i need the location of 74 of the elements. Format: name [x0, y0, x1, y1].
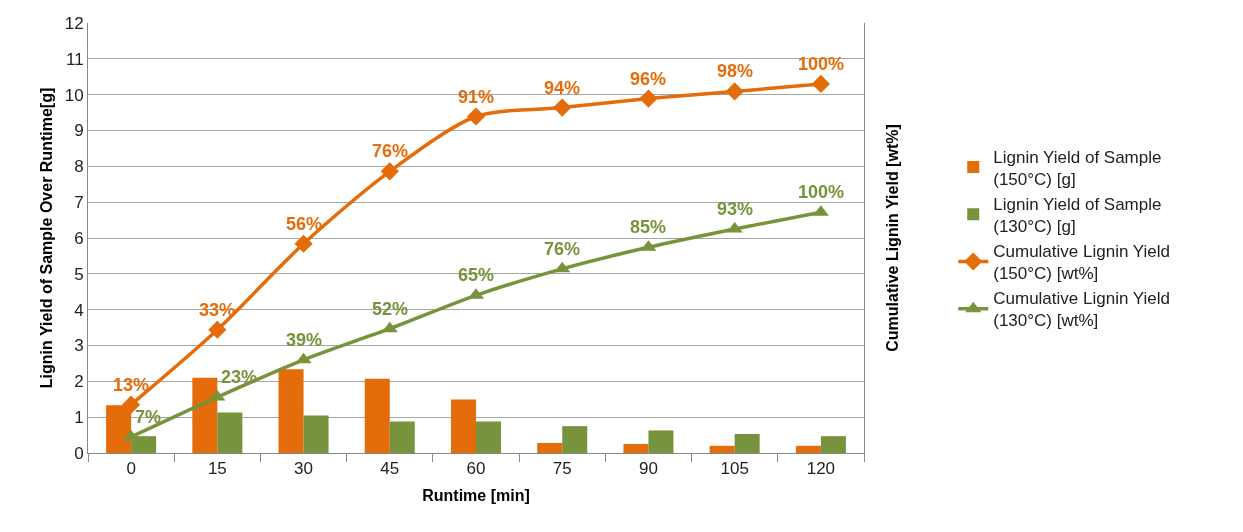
- annotation: 91%: [458, 87, 495, 107]
- annotation: 52%: [372, 299, 409, 319]
- y-tick-label: 3: [74, 336, 84, 356]
- annotation: 13%: [113, 375, 150, 395]
- point: [294, 234, 313, 253]
- bar: [451, 399, 476, 453]
- point: [208, 320, 227, 339]
- x-tick-label: 60: [466, 459, 486, 479]
- annotation: 33%: [199, 300, 236, 320]
- bar: [562, 426, 588, 453]
- point: [639, 89, 658, 108]
- x-tick-label: 45: [380, 459, 400, 479]
- annotation: 65%: [458, 265, 495, 285]
- point: [380, 162, 399, 181]
- annotation: 56%: [286, 214, 323, 234]
- y2-axis-title: Cumulative Lignin Yield [wt%]: [883, 124, 901, 352]
- bar: [820, 436, 846, 453]
- annotation: 100%: [798, 54, 845, 74]
- legend-label: Lignin Yield of Sample (130°C) [g]: [993, 194, 1162, 236]
- y-tick-label: 5: [74, 264, 84, 284]
- bar: [537, 442, 563, 453]
- y-tick-label: 9: [74, 121, 84, 141]
- y-tick-label: 12: [64, 13, 84, 33]
- legend-label: Cumulative Lignin Yield (130°C) [wt%]: [993, 289, 1170, 331]
- y-tick-label: 7: [74, 193, 84, 213]
- point: [553, 98, 572, 117]
- point: [466, 107, 486, 126]
- y-tick-label: 1: [74, 408, 84, 428]
- annotation: 76%: [544, 239, 581, 259]
- bar: [709, 445, 735, 453]
- bar: [389, 421, 415, 453]
- annotation: 93%: [717, 199, 754, 219]
- bar: [623, 444, 649, 453]
- x-axis-title: Runtime [min]: [422, 487, 530, 505]
- annotation: 100%: [798, 182, 845, 202]
- annotation: 98%: [717, 61, 754, 81]
- x-tick-label: 0: [126, 459, 136, 479]
- bar: [795, 445, 821, 453]
- point: [554, 261, 571, 273]
- bar: [476, 421, 501, 453]
- point: [725, 82, 744, 101]
- y-tick-label: 8: [74, 157, 84, 177]
- x-tick-label: 30: [294, 459, 314, 479]
- x-tick-label: 75: [552, 459, 572, 479]
- bar: [734, 434, 760, 453]
- bar: [217, 412, 243, 453]
- annotation: 85%: [630, 217, 667, 237]
- point: [295, 352, 312, 364]
- legend-label: Lignin Yield of Sample (150°C) [g]: [993, 147, 1162, 189]
- annotation: 94%: [544, 78, 581, 98]
- y-tick-label: 0: [74, 443, 84, 463]
- bar: [303, 415, 329, 453]
- bar: [364, 378, 390, 453]
- y-tick-label: 11: [65, 49, 84, 69]
- x-tick-label: 105: [720, 459, 749, 479]
- y-tick-label: 4: [74, 300, 84, 320]
- bar: [192, 377, 218, 453]
- y-tick-label: 2: [74, 372, 84, 392]
- bar: [648, 430, 674, 453]
- annotation: 96%: [630, 69, 667, 89]
- annotation: 7%: [135, 407, 162, 427]
- x-tick-label: 90: [638, 459, 658, 479]
- y-tick-label: 10: [64, 85, 84, 105]
- x-tick-label: 15: [207, 459, 227, 479]
- x-tick-label: 120: [806, 459, 836, 479]
- bar: [278, 369, 304, 453]
- annotation: 39%: [286, 330, 323, 350]
- annotation: 76%: [372, 141, 409, 161]
- y-axis-title: Lignin Yield of Sample Over Runtime[g]: [37, 87, 55, 389]
- annotation: 23%: [221, 367, 258, 387]
- y-tick-label: 6: [74, 228, 84, 248]
- point: [381, 321, 398, 333]
- legend-label: Cumulative Lignin Yield (150°C) [wt%]: [993, 242, 1170, 284]
- point: [811, 74, 830, 94]
